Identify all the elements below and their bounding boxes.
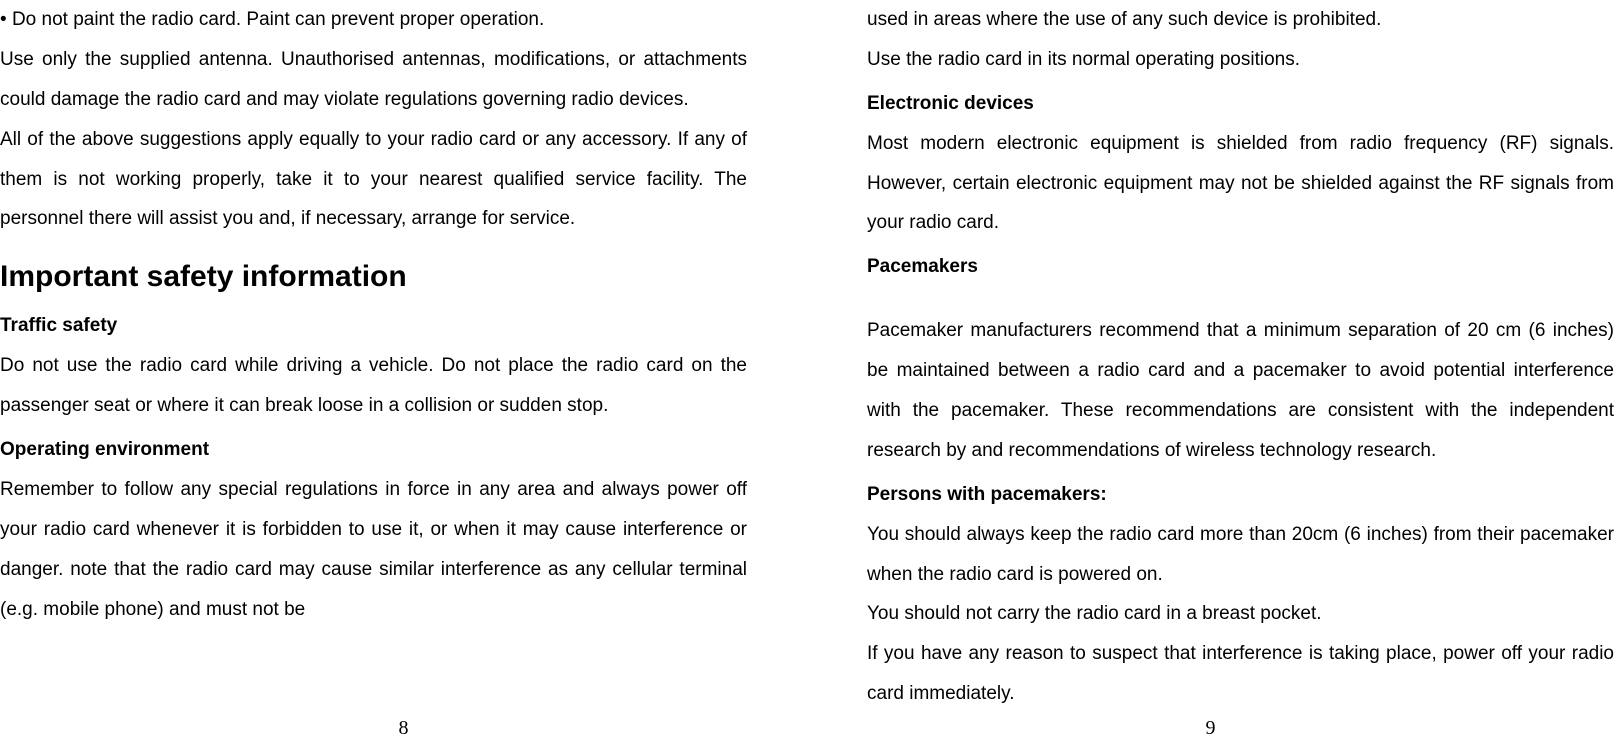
para-pacemaker-rec: Pacemaker manufacturers recommend that a… (867, 311, 1614, 471)
para-normal-positions: Use the radio card in its normal operati… (867, 40, 1614, 80)
spacer (867, 287, 1614, 311)
para-antenna: Use only the supplied antenna. Unauthori… (0, 40, 747, 120)
subhead-traffic-safety: Traffic safety (0, 306, 747, 346)
para-power-off: If you have any reason to suspect that i… (867, 634, 1614, 714)
para-electronic-devices: Most modern electronic equipment is shie… (867, 124, 1614, 244)
para-operating-env: Remember to follow any special regulatio… (0, 470, 747, 630)
para-prohibited-areas: used in areas where the use of any such … (867, 0, 1614, 40)
para-traffic: Do not use the radio card while driving … (0, 346, 747, 426)
subhead-pacemakers: Pacemakers (867, 247, 1614, 287)
page-number-right: 9 (1206, 707, 1216, 749)
para-suggestions: All of the above suggestions apply equal… (0, 120, 747, 240)
subhead-operating-env: Operating environment (0, 430, 747, 470)
page-right: used in areas where the use of any such … (807, 0, 1614, 755)
page-number-left: 8 (399, 707, 409, 749)
para-no-breast-pocket: You should not carry the radio card in a… (867, 594, 1614, 634)
subhead-persons-pacemakers: Persons with pacemakers: (867, 475, 1614, 515)
bullet-no-paint: Do not paint the radio card. Paint can p… (0, 0, 747, 40)
para-keep-distance: You should always keep the radio card mo… (867, 515, 1614, 595)
subhead-electronic-devices: Electronic devices (867, 84, 1614, 124)
heading-important-safety: Important safety information (0, 257, 747, 296)
page-left: Do not paint the radio card. Paint can p… (0, 0, 807, 755)
